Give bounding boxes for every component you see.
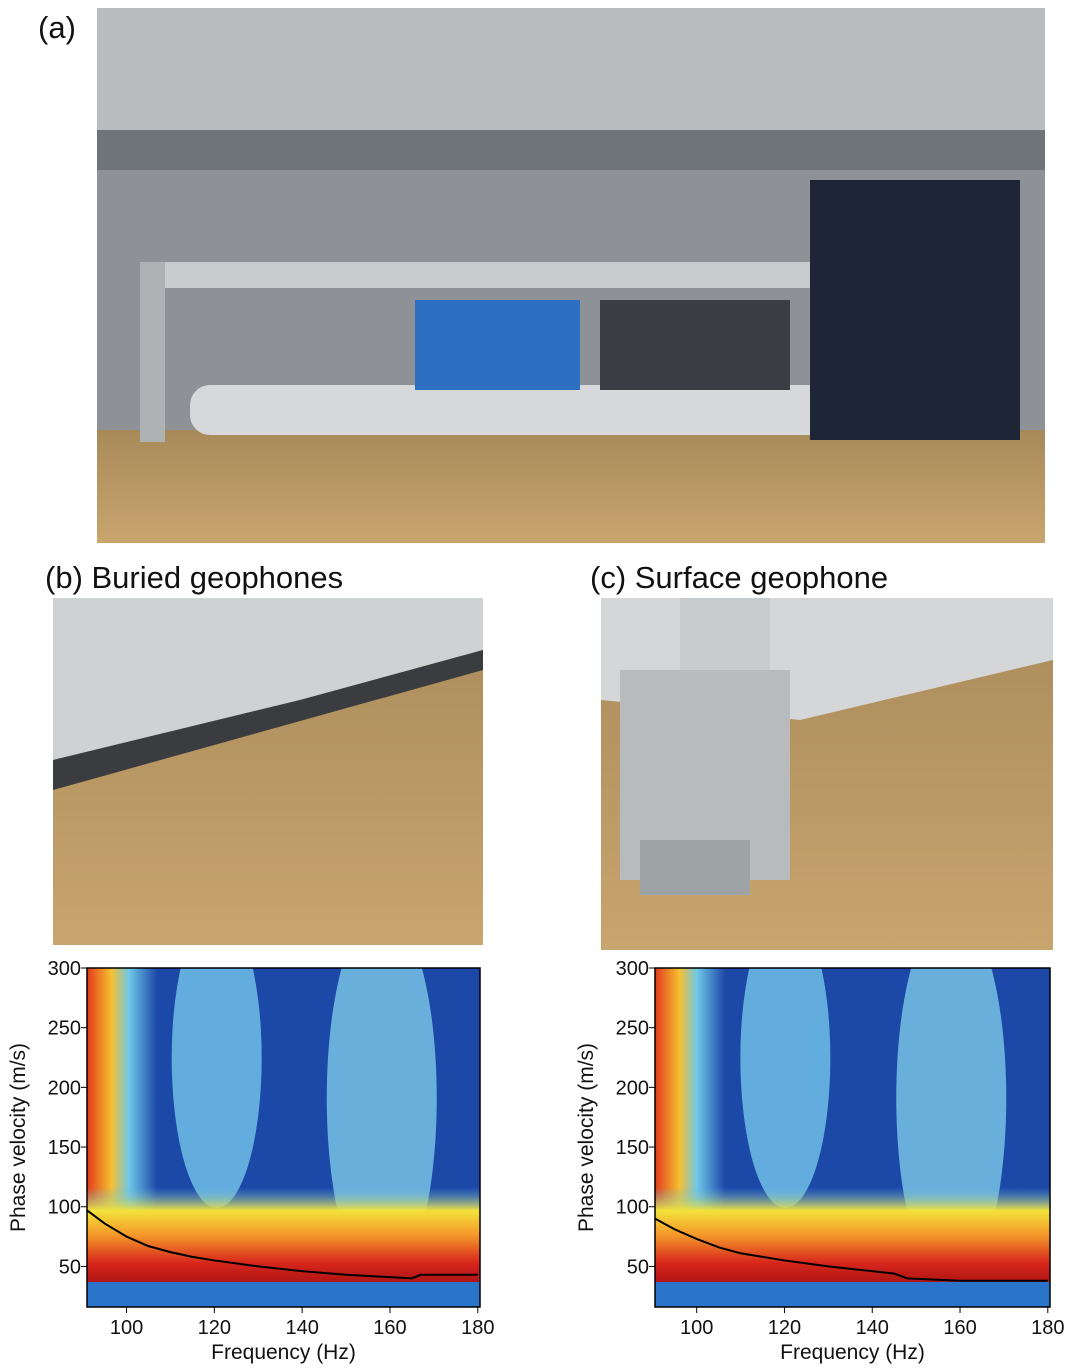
heatmap-blob xyxy=(740,968,831,1208)
x-tick-label: 100 xyxy=(680,1317,713,1339)
x-tick-label: 160 xyxy=(943,1317,976,1339)
y-tick-label: 300 xyxy=(616,958,649,980)
heatmap-low xyxy=(87,1282,480,1307)
y-axis-label: Phase velocity (m/s) xyxy=(575,1043,598,1232)
plot-frame xyxy=(86,967,481,1308)
y-axis-label: Phase velocity (m/s) xyxy=(7,1043,30,1232)
y-tick-label: 100 xyxy=(616,1197,649,1219)
heatmap-warm xyxy=(87,1187,480,1282)
x-tick-label: 120 xyxy=(198,1317,231,1339)
heatmap xyxy=(655,968,1050,1307)
plot-frame xyxy=(654,967,1051,1308)
y-tick-label: 50 xyxy=(59,1256,81,1278)
panel-label: (a) xyxy=(38,10,76,45)
y-tick-label: 200 xyxy=(48,1077,81,1099)
panel-label: (b) Buried geophones xyxy=(45,560,343,595)
heatmap-blob xyxy=(171,968,262,1208)
plot: 100 120 140 160 180 50 100 150 200 250 300 Frequenc… xyxy=(575,958,1064,1364)
y-tick-label: 300 xyxy=(48,958,81,980)
heatmap xyxy=(87,968,480,1307)
plot: 100 120 140 160 180 50 100 150 200 250 300 Frequenc… xyxy=(7,958,494,1364)
photo-b xyxy=(53,598,483,945)
heatmap-warm xyxy=(655,1187,1050,1282)
y-tick-label: 100 xyxy=(48,1197,81,1219)
x-tick-label: 140 xyxy=(285,1317,318,1339)
x-tick-label: 140 xyxy=(856,1317,889,1339)
x-tick-label: 160 xyxy=(373,1317,406,1339)
y-tick-label: 250 xyxy=(616,1018,649,1040)
photo-a xyxy=(97,8,1045,543)
dispersion-curve xyxy=(654,1217,1048,1282)
x-tick-label: 180 xyxy=(1031,1317,1064,1339)
panel-label: (c) Surface geophone xyxy=(590,560,888,595)
y-tick-label: 150 xyxy=(48,1137,81,1159)
y-tick-label: 200 xyxy=(616,1077,649,1099)
photo-c xyxy=(601,598,1053,950)
x-tick-label: 100 xyxy=(110,1317,143,1339)
y-tick-label: 250 xyxy=(48,1018,81,1040)
dispersion-curve xyxy=(86,1209,478,1280)
x-tick-label: 120 xyxy=(768,1317,801,1339)
x-tick-label: 180 xyxy=(461,1317,494,1339)
x-axis-label: Frequency (Hz) xyxy=(211,1341,356,1364)
heatmap-low xyxy=(655,1282,1050,1307)
y-tick-label: 150 xyxy=(616,1137,649,1159)
x-axis-label: Frequency (Hz) xyxy=(780,1341,925,1364)
y-tick-label: 50 xyxy=(627,1256,649,1278)
